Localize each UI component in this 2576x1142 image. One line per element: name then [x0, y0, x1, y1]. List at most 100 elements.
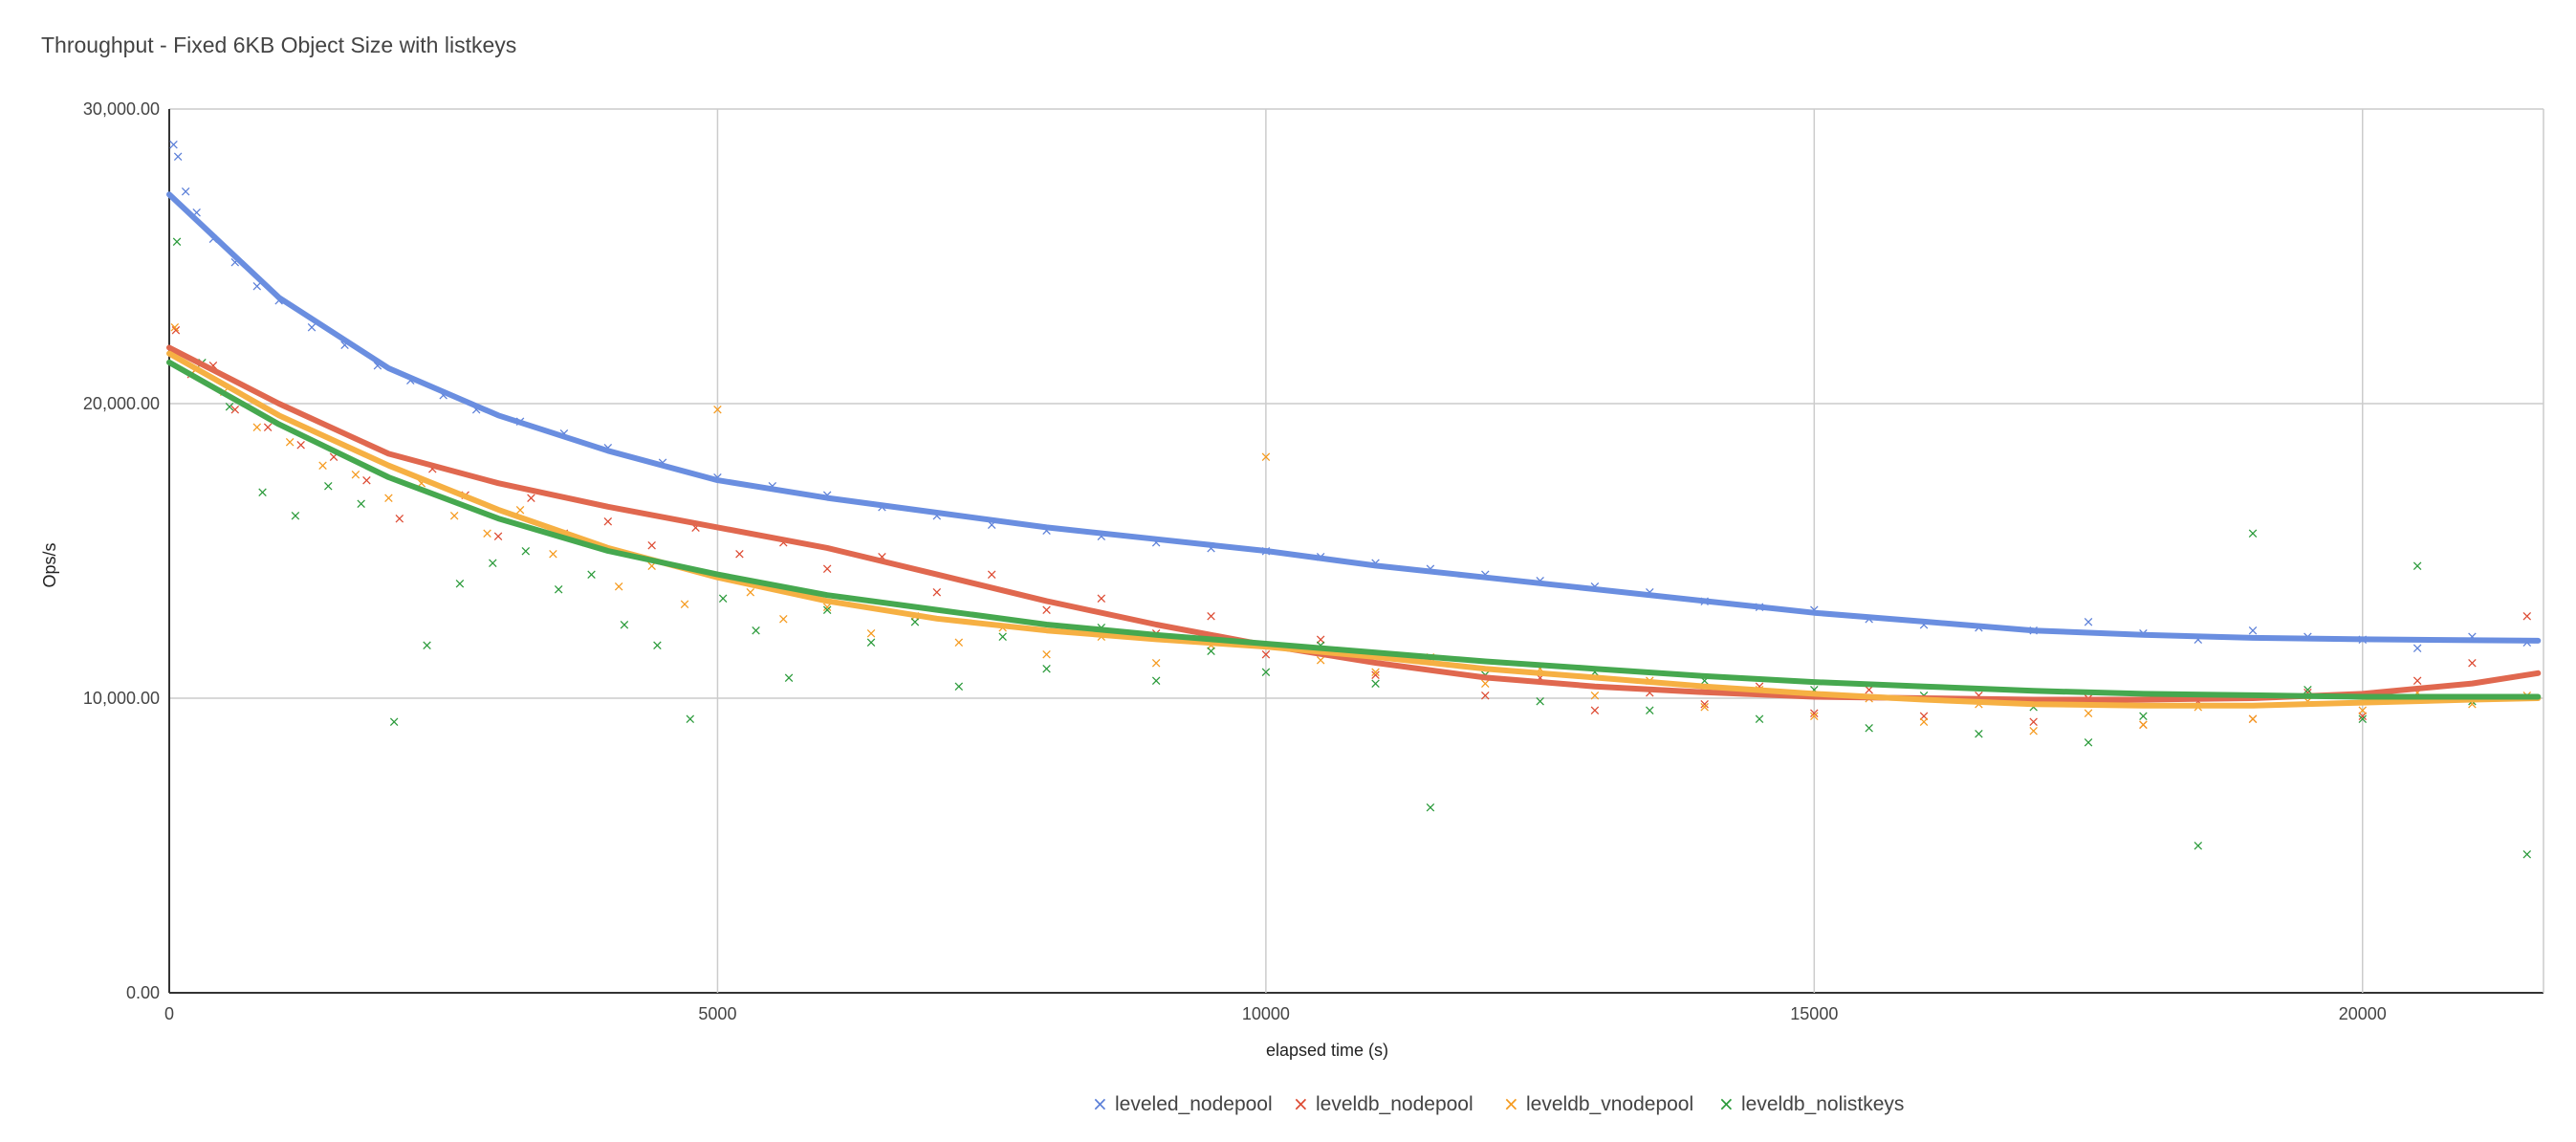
data-point: × [645, 537, 658, 554]
data-point: × [679, 595, 691, 612]
data-point: × [1369, 663, 1382, 680]
data-point: × [1698, 695, 1711, 713]
data-point: × [821, 560, 834, 577]
data-point: × [170, 321, 183, 339]
data-point: × [986, 566, 998, 583]
data-point: × [360, 472, 373, 489]
data-point: × [547, 545, 559, 562]
data-point: × [256, 483, 269, 500]
data-point: × [684, 711, 696, 728]
data-point: × [613, 578, 625, 595]
data-point: × [1918, 714, 1931, 731]
data-point: × [2247, 622, 2259, 639]
data-point: × [251, 419, 263, 436]
data-point: × [519, 542, 532, 560]
trendline [166, 359, 2542, 700]
x-axis-title: elapsed time (s) [1266, 1041, 1388, 1060]
data-point: × [394, 510, 406, 527]
data-point: × [2027, 722, 2040, 739]
legend-marker: × [1092, 1092, 1108, 1115]
legend-marker: × [1293, 1092, 1309, 1115]
data-point: × [2412, 640, 2424, 657]
data-point: × [952, 633, 965, 650]
data-point: × [295, 436, 307, 453]
data-point: × [1260, 448, 1273, 465]
data-point: × [284, 433, 296, 450]
data-point: × [1918, 707, 1931, 724]
data-point: × [168, 318, 181, 336]
data-point: × [2412, 557, 2424, 574]
data-point: × [350, 466, 362, 483]
data-point: × [821, 602, 834, 619]
grid [168, 108, 2544, 994]
data-point: × [1863, 719, 1875, 736]
scatter-points: × × × × × × × × × × × × × × × × × × × × × × × × × × × × × × × × × × × × × × × ×… [167, 136, 2533, 863]
data-point: × [1315, 630, 1327, 648]
data-point: × [1205, 643, 1217, 660]
data-point: × [1369, 675, 1382, 692]
data-point: × [1754, 711, 1766, 728]
trendline [166, 191, 2542, 644]
data-point: × [388, 714, 401, 731]
data-point: × [1150, 672, 1163, 690]
legend: × leveled_nodepool × leveldb_nodepool × level… [1092, 1092, 1904, 1115]
trendline [166, 344, 2542, 703]
data-point: × [2027, 714, 2040, 731]
x-tick-label: 0 [164, 1004, 174, 1023]
data-point: × [454, 575, 467, 592]
data-point: × [1698, 698, 1711, 715]
data-point: × [1534, 692, 1546, 710]
data-point: × [229, 401, 242, 418]
x-tick-label: 20000 [2339, 1004, 2387, 1023]
data-point: × [2521, 846, 2534, 863]
data-point: × [1150, 654, 1163, 671]
data-point: × [2137, 716, 2150, 734]
data-point: × [2356, 711, 2369, 728]
legend-label: leveldb_nolistkeys [1741, 1093, 1904, 1115]
data-point: × [2247, 711, 2259, 728]
data-point: × [952, 678, 965, 695]
data-point: × [733, 545, 746, 562]
data-point: × [172, 147, 185, 165]
legend-marker: × [1718, 1092, 1735, 1115]
data-point: × [2137, 716, 2150, 734]
y-axis-title: Ops/s [40, 542, 59, 587]
trendline [166, 350, 2542, 709]
data-point: × [2356, 701, 2369, 718]
data-point: × [382, 490, 395, 507]
data-point: × [651, 637, 664, 654]
data-point: × [750, 622, 762, 639]
y-tick-label: 10,000.00 [83, 689, 160, 708]
data-point: × [1808, 704, 1821, 721]
data-point: × [1808, 707, 1821, 724]
data-point: × [1040, 602, 1053, 619]
data-point: × [711, 401, 724, 418]
y-tick-label: 30,000.00 [83, 99, 160, 119]
data-point: × [1425, 799, 1437, 816]
data-point: × [421, 637, 433, 654]
data-point: × [865, 633, 878, 650]
data-point: × [2083, 734, 2095, 751]
x-tick-label: 10000 [1242, 1004, 1290, 1023]
data-point: × [783, 669, 796, 686]
legend-label: leveldb_vnodepool [1526, 1093, 1693, 1115]
data-point: × [487, 554, 499, 571]
data-point: × [448, 507, 461, 524]
data-point: × [2137, 707, 2150, 724]
trendlines [166, 191, 2542, 709]
axes: 0.00 10,000.00 20,000.00 30,000.00 0 5000 1000… [83, 99, 2387, 1023]
x-tick-label: 15000 [1790, 1004, 1838, 1023]
data-point: × [2083, 613, 2095, 630]
data-point: × [1479, 687, 1492, 704]
data-point: × [996, 627, 1009, 645]
y-tick-label: 0.00 [126, 983, 160, 1002]
data-point: × [865, 625, 878, 642]
data-point: × [1205, 607, 1217, 625]
data-point: × [180, 183, 192, 200]
data-point: × [2356, 707, 2369, 724]
data-point: × [290, 507, 302, 524]
data-point: × [481, 525, 493, 542]
data-point: × [1260, 663, 1273, 680]
